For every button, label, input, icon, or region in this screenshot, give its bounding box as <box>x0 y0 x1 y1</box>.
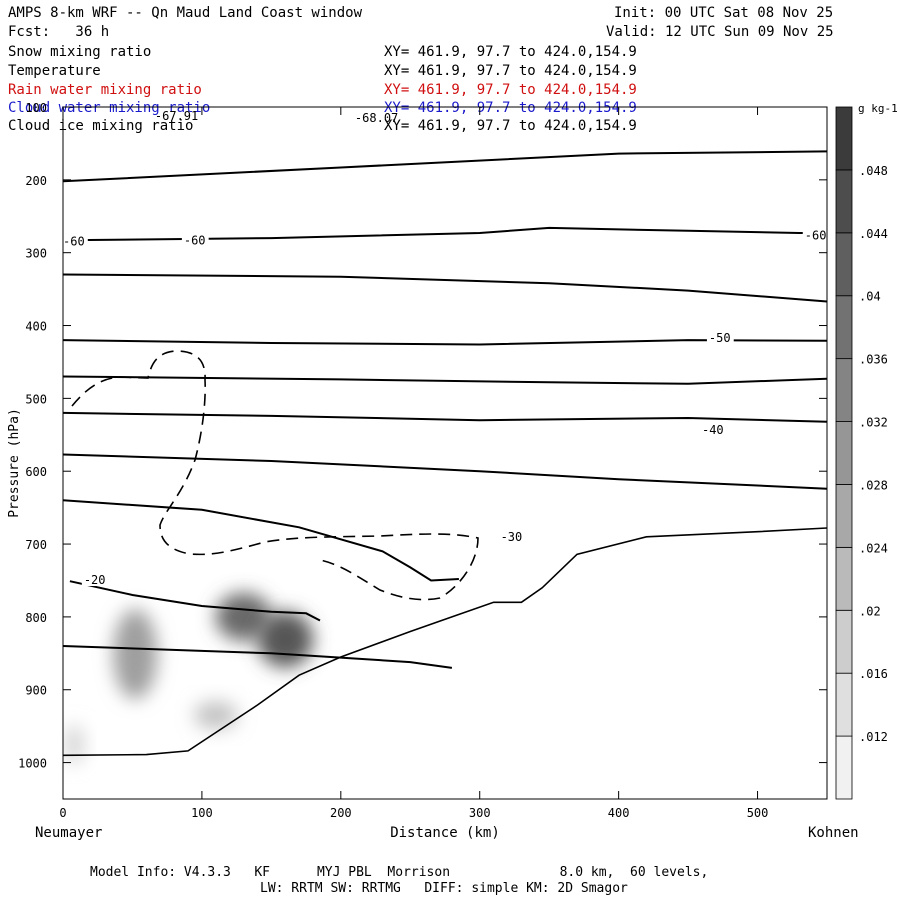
contour-label-bg <box>498 529 526 544</box>
contour-label: -60 <box>184 234 206 248</box>
temperature-contours <box>63 150 827 757</box>
cloud-ice-contour <box>71 350 479 601</box>
model-info-line1: Model Info: V4.3.3 KF MYJ PBL Morrison 8… <box>90 865 709 880</box>
contour-label-bg <box>706 330 734 345</box>
y-tick-label: 900 <box>25 684 47 698</box>
contour-label-bg <box>181 232 209 247</box>
mixing-ratio-blob <box>64 724 85 765</box>
x-tick-label: 400 <box>608 806 630 820</box>
colorbar: .012 .016 .02 .024 .028 .032 .036 .04 .044 .048 g … <box>835 102 898 800</box>
colorbar-swatch <box>835 735 853 800</box>
extremum-label: -68.07 <box>355 111 398 125</box>
legend-temperature-xy: XY= 461.9, 97.7 to 424.0,154.9 <box>384 63 637 79</box>
forecast-hour: Fcst: 36 h <box>8 24 110 40</box>
x-tick-label: 500 <box>747 806 769 820</box>
mixing-ratio-shading <box>64 592 314 765</box>
x-tick-label: 0 <box>59 806 66 820</box>
colorbar-swatch <box>835 232 853 297</box>
contour-label: -30 <box>501 530 523 544</box>
colorbar-tick-label: .032 <box>859 416 888 430</box>
legend-cloud-water-name: Cloud water mixing ratio <box>8 100 211 116</box>
y-tick-label: 400 <box>25 320 47 334</box>
colorbar-tick-label: .028 <box>859 478 888 492</box>
temperature-contour <box>63 339 827 346</box>
init-time: Init: 00 UTC Sat 08 Nov 25 <box>614 5 834 21</box>
colorbar-swatch <box>835 546 853 611</box>
colorbar-swatch <box>835 421 853 485</box>
x-tick-label: 100 <box>191 806 213 820</box>
colorbar-swatch <box>835 106 853 171</box>
colorbar-swatch <box>835 672 853 737</box>
contour-label-bg <box>699 421 727 436</box>
temperature-contour <box>63 150 827 183</box>
contour-label: -50 <box>709 331 731 345</box>
y-axis-label: Pressure (hPa) <box>7 408 22 518</box>
colorbar-tick-label: .012 <box>859 730 888 744</box>
contour-labels: -60 -60 -60 -50 -40 -30 -20 -67.91 -68.07 <box>61 109 830 587</box>
y-tick-label: 500 <box>25 392 47 406</box>
contour-label: -60 <box>805 228 827 242</box>
x-axis-label: Distance (km) <box>390 825 500 841</box>
legend-temperature-name: Temperature <box>8 63 101 79</box>
contour-label: -40 <box>702 423 724 437</box>
y-tick-label: 600 <box>25 465 47 479</box>
x-end-label-left: Neumayer <box>35 825 102 841</box>
colorbar-tick-label: .036 <box>859 353 888 367</box>
colorbar-tick-label: .024 <box>859 541 888 555</box>
contour-label-bg <box>81 572 109 587</box>
colorbar-tick-label: .048 <box>859 164 888 178</box>
mixing-ratio-blob <box>215 592 272 641</box>
temperature-contour <box>69 580 321 622</box>
contour-label: -20 <box>84 573 106 587</box>
y-tick-label: 200 <box>25 174 47 188</box>
colorbar-swatch <box>835 169 853 234</box>
temperature-contour <box>63 453 827 490</box>
legend-rain-xy: XY= 461.9, 97.7 to 424.0,154.9 <box>384 82 637 98</box>
x-tick-label: 200 <box>330 806 352 820</box>
contour-label-bg <box>802 227 830 242</box>
y-tick-label: 300 <box>25 247 47 261</box>
y-tick-label: 700 <box>25 538 47 552</box>
temperature-contour <box>63 375 827 385</box>
y-tick-label: 800 <box>25 611 47 625</box>
colorbar-swatch <box>835 295 853 360</box>
temperature-contour <box>63 411 827 423</box>
legend-cloud-ice-xy: XY= 461.9, 97.7 to 424.0,154.9 <box>384 118 637 134</box>
temperature-contour <box>63 273 827 303</box>
x-end-label-right: Kohnen <box>808 825 859 841</box>
plot-axes: 0 100 200 300 400 500 200 300 400 500 600 700 800 900… <box>7 101 859 841</box>
contour-label: -60 <box>63 234 85 248</box>
terrain-surface-line <box>63 527 827 757</box>
mixing-ratio-blob <box>257 611 314 668</box>
valid-time: Valid: 12 UTC Sun 09 Nov 25 <box>606 24 834 40</box>
plot-frame <box>62 106 828 800</box>
legend-snow-name: Snow mixing ratio <box>8 44 152 60</box>
colorbar-tick-label: .016 <box>859 667 888 681</box>
temperature-contour <box>63 226 827 242</box>
x-tick-label: 300 <box>469 806 491 820</box>
legend-rain-name: Rain water mixing ratio <box>8 82 202 98</box>
mixing-ratio-blob <box>193 701 238 730</box>
y-tick-label: 1000 <box>18 757 47 771</box>
temperature-contour <box>63 499 459 582</box>
extremum-label: -67.91 <box>155 109 198 123</box>
legend-snow-xy: XY= 461.9, 97.7 to 424.0,154.9 <box>384 44 637 60</box>
colorbar-swatch <box>835 358 853 422</box>
model-info-line2: LW: RRTM SW: RRTMG DIFF: simple KM: 2D S… <box>260 881 628 896</box>
legend-cloud-ice-name: Cloud ice mixing ratio <box>8 118 194 134</box>
colorbar-tick-label: .044 <box>859 227 888 241</box>
y-tick-label: 100 <box>25 101 47 115</box>
mixing-ratio-blob <box>113 609 158 700</box>
contour-label-bg <box>61 233 88 248</box>
colorbar-swatch <box>835 609 853 674</box>
colorbar-unit: g kg-1 <box>858 102 898 115</box>
legend-cloud-water-xy: XY= 461.9, 97.7 to 424.0,154.9 <box>384 100 637 116</box>
chart-title: AMPS 8-km WRF -- Qn Maud Land Coast wind… <box>8 5 363 21</box>
colorbar-tick-label: .02 <box>859 604 881 618</box>
colorbar-tick-label: .04 <box>859 290 881 304</box>
cloud-ice-dashed-contour <box>71 350 479 601</box>
colorbar-swatch <box>835 484 853 548</box>
